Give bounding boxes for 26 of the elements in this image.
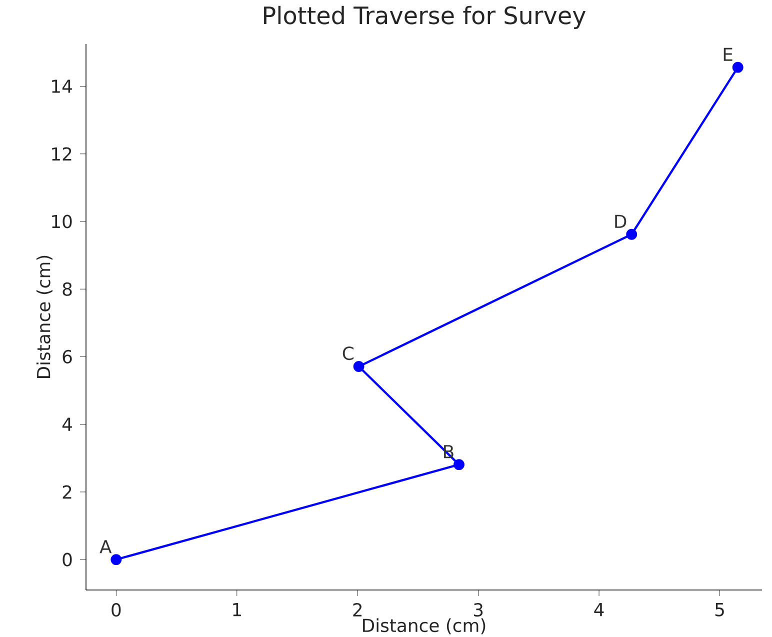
y-axis-title: Distance (cm) xyxy=(36,256,52,378)
x-tick-label: 0 xyxy=(112,603,121,617)
point xyxy=(353,361,364,372)
chart-title: Plotted Traverse for Survey xyxy=(264,6,586,29)
y-tick-label: 6 xyxy=(62,350,72,364)
y-tick-label: 10 xyxy=(52,214,72,228)
point xyxy=(626,228,638,240)
y-tick-label: 8 xyxy=(62,282,72,296)
x-tick-label: 3 xyxy=(474,603,483,617)
x-tick-label: 2 xyxy=(353,603,362,616)
x-tick-label: 1 xyxy=(233,603,241,616)
y-tick-label: 2 xyxy=(62,485,72,499)
x-tick-label: 4 xyxy=(594,603,604,616)
annotation: A xyxy=(100,540,112,554)
point xyxy=(732,62,744,73)
point xyxy=(110,554,122,566)
annotation: E xyxy=(724,48,732,61)
point xyxy=(454,459,464,470)
annotation: C xyxy=(342,346,354,360)
x-tick-label: 5 xyxy=(715,603,724,616)
annotation: D xyxy=(615,214,626,228)
x-axis-title: Distance (cm) xyxy=(363,618,486,634)
y-tick-label: 4 xyxy=(62,418,72,431)
y-tick-label: 0 xyxy=(62,552,72,566)
y-tick-label: 14 xyxy=(52,80,72,93)
y-tick-label: 12 xyxy=(52,147,72,161)
